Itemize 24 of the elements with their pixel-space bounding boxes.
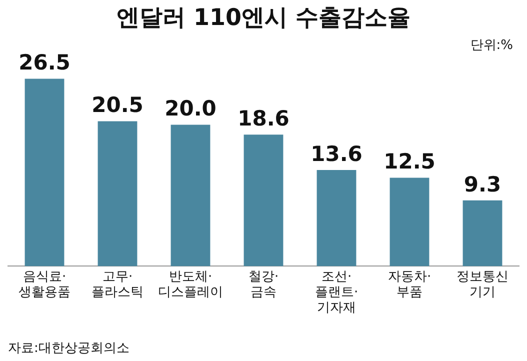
data-label: 20.0 [164,96,216,121]
bar [390,178,430,266]
data-label: 20.5 [92,93,144,118]
bar [170,124,210,266]
bar [98,121,138,266]
text: 자료:대한상공회의소 [8,340,130,357]
x-tick-label: 철강· 금속 [248,269,279,300]
x-tick-label: 조선· 플랜트· 기자재 [314,269,358,316]
data-label: 9.3 [464,172,502,196]
x-tick-label: 자동차· 부품 [388,269,432,300]
x-tick-label: 반도체· 디스플레이 [158,269,223,300]
chart-subtitle: 단위:% [470,37,513,54]
bar [244,134,284,266]
data-label: 13.6 [310,142,362,166]
bar [316,170,356,266]
data-label: 26.5 [18,50,70,75]
bar [462,200,502,266]
bar [24,78,64,266]
x-tick-label: 정보통신 기기 [456,269,508,300]
data-label: 18.6 [238,106,290,131]
x-tick-label: 음식료· 생활용품 [18,269,70,300]
chart-title: 엔달러 110엔시 수출감소율 [115,4,412,33]
data-label: 12.5 [384,150,436,174]
x-tick-label: 고무· 플라스틱 [92,269,144,300]
